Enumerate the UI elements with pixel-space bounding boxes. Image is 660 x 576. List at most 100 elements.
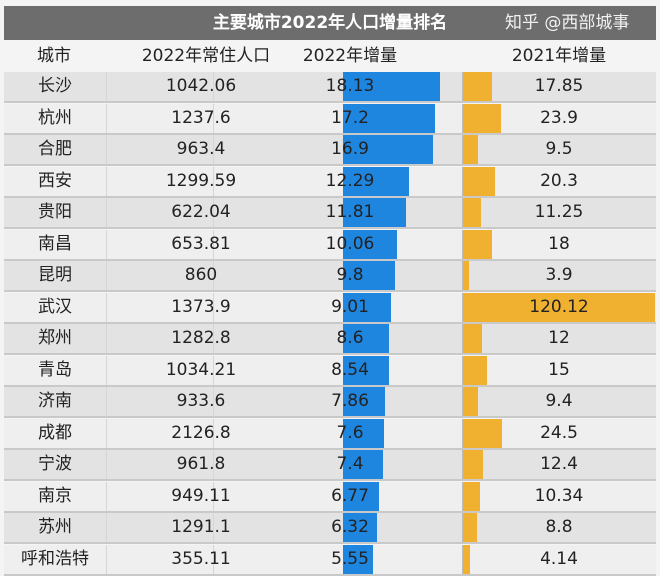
table-row: 西安 1299.59 12.29 20.3 <box>4 166 656 198</box>
bar-inc2021 <box>463 292 656 322</box>
column-divider <box>106 544 107 574</box>
city-cell: 合肥 <box>38 139 72 159</box>
bar-inc2021 <box>463 261 470 290</box>
column-divider <box>462 324 463 353</box>
inc2022-cell: 17.2 <box>331 107 369 128</box>
inc2022-cell: 12.29 <box>325 170 375 191</box>
inc2021-cell: 15 <box>548 359 570 380</box>
bar-inc2021 <box>463 450 483 479</box>
column-divider <box>213 513 214 542</box>
population-cell: 860 <box>184 265 218 285</box>
bar-inc2022 <box>343 198 407 227</box>
population-cell: 355.11 <box>171 548 231 569</box>
inc2021-cell: 18 <box>548 233 570 254</box>
bar-inc2022 <box>343 418 384 448</box>
bar-inc2021 <box>463 418 503 448</box>
column-divider <box>106 513 107 542</box>
population-cell: 961.8 <box>176 454 226 474</box>
population-cell: 1373.9 <box>171 296 231 317</box>
column-divider <box>106 292 107 322</box>
inc2021-cell: 120.12 <box>529 296 589 317</box>
city-cell: 宁波 <box>38 454 72 474</box>
bar-inc2022 <box>343 450 383 479</box>
column-divider <box>106 103 107 133</box>
bar-inc2021 <box>463 544 470 574</box>
column-divider <box>213 387 214 416</box>
column-divider <box>462 513 463 542</box>
city-cell: 成都 <box>38 422 72 443</box>
column-divider <box>106 418 107 448</box>
inc2022-cell: 18.13 <box>325 76 375 96</box>
bar-inc2021 <box>463 198 481 227</box>
inc2021-cell: 17.85 <box>534 76 584 96</box>
column-divider <box>106 198 107 227</box>
column-divider <box>106 355 107 385</box>
inc2021-cell: 24.5 <box>540 422 578 443</box>
population-cell: 949.11 <box>171 485 231 506</box>
city-cell: 苏州 <box>38 517 72 537</box>
inc2021-cell: 9.4 <box>545 391 573 411</box>
column-divider <box>106 324 107 353</box>
table-row: 南昌 653.81 10.06 18 <box>4 229 656 261</box>
column-divider <box>213 229 214 259</box>
inc2022-cell: 5.55 <box>331 548 369 569</box>
city-cell: 南京 <box>38 485 72 506</box>
table-row: 青岛 1034.21 8.54 15 <box>4 355 656 387</box>
header-city: 城市 <box>37 46 71 66</box>
inc2022-cell: 9.01 <box>331 296 369 317</box>
inc2022-cell: 7.86 <box>331 391 369 411</box>
population-cell: 1282.8 <box>171 328 231 348</box>
column-divider <box>213 450 214 479</box>
inc2021-cell: 23.9 <box>540 107 578 128</box>
inc2022-cell: 7.4 <box>336 454 364 474</box>
table-row: 昆明 860 9.8 3.9 <box>4 261 656 292</box>
column-divider <box>462 229 463 259</box>
inc2021-cell: 12 <box>548 328 570 348</box>
bar-inc2022 <box>343 292 392 322</box>
population-cell: 1299.59 <box>165 170 237 191</box>
column-divider <box>106 229 107 259</box>
column-divider <box>213 198 214 227</box>
bar-inc2022 <box>343 355 389 385</box>
population-cell: 963.4 <box>176 139 226 159</box>
city-cell: 昆明 <box>38 265 72 285</box>
inc2021-cell: 9.5 <box>545 139 573 159</box>
column-divider <box>213 166 214 196</box>
table-row: 郑州 1282.8 8.6 12 <box>4 324 656 355</box>
table-row: 宁波 961.8 7.4 12.4 <box>4 450 656 481</box>
population-cell: 1042.06 <box>165 76 237 96</box>
bar-inc2021 <box>463 387 479 416</box>
table-row: 济南 933.6 7.86 9.4 <box>4 387 656 418</box>
column-divider <box>462 72 463 101</box>
table-row: 杭州 1237.6 17.2 23.9 <box>4 103 656 135</box>
column-divider <box>462 544 463 574</box>
bar-inc2022 <box>343 72 440 101</box>
column-divider <box>106 72 107 101</box>
inc2022-cell: 8.6 <box>336 328 364 348</box>
column-divider <box>213 355 214 385</box>
column-divider <box>106 450 107 479</box>
city-cell: 西安 <box>38 170 72 191</box>
bar-inc2021 <box>463 229 492 259</box>
inc2021-cell: 10.34 <box>534 485 584 506</box>
city-cell: 南昌 <box>38 233 72 254</box>
column-divider <box>106 261 107 290</box>
column-divider <box>106 387 107 416</box>
column-divider <box>462 387 463 416</box>
header-population: 2022年常住人口 <box>141 46 271 66</box>
column-divider <box>462 261 463 290</box>
population-cell: 1237.6 <box>171 107 231 128</box>
table-row: 贵阳 622.04 11.81 11.25 <box>4 198 656 229</box>
column-divider <box>462 135 463 164</box>
bar-inc2021 <box>463 481 480 511</box>
column-divider <box>106 135 107 164</box>
city-cell: 青岛 <box>38 359 72 380</box>
inc2022-cell: 16.9 <box>331 139 369 159</box>
bar-inc2021 <box>463 103 502 133</box>
table-row: 南京 949.11 6.77 10.34 <box>4 481 656 513</box>
bar-inc2021 <box>463 355 487 385</box>
column-divider <box>462 198 463 227</box>
column-divider <box>213 103 214 133</box>
table-row: 呼和浩特 355.11 5.55 4.14 <box>4 544 656 576</box>
inc2021-cell: 4.14 <box>540 548 578 569</box>
